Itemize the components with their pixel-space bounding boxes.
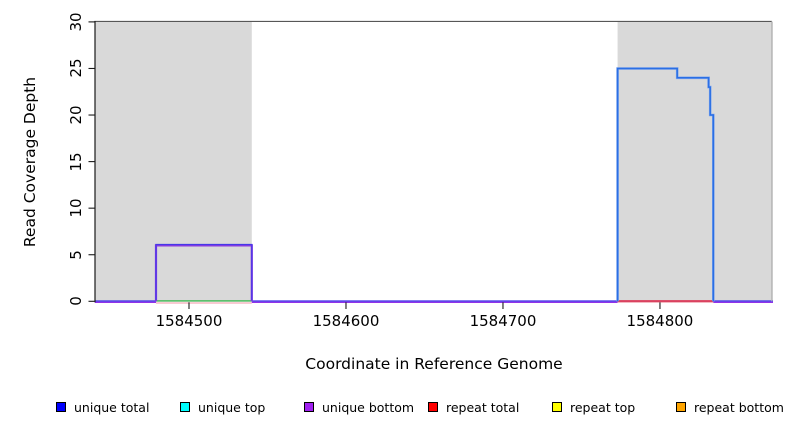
legend-label: unique top [198,399,266,415]
legend-label: unique total [74,399,150,415]
legend-item-unique-total: unique total [56,399,149,415]
legend-item-repeat-bottom: repeat bottom [676,399,784,415]
x-tick-label: 1584700 [469,312,537,330]
legend-swatch-icon [676,402,686,412]
legend-item-repeat-top: repeat top [552,399,635,415]
y-tick-label: 0 [67,296,85,307]
y-axis-title: Read Coverage Depth [21,76,39,248]
y-tick-label: 15 [67,152,85,172]
y-tick-label: 25 [67,58,85,78]
legend-swatch-icon [552,402,562,412]
legend-swatch-icon [304,402,314,412]
legend-swatch-icon [180,402,190,412]
y-tick-label: 5 [67,249,85,260]
legend-label: repeat bottom [694,399,784,415]
x-tick-label: 1584800 [626,312,694,330]
legend-label: repeat total [446,399,520,415]
legend-item-unique-top: unique top [180,399,265,415]
unique-total-step-line-right [616,67,715,302]
x-tick-label: 1584500 [155,312,223,330]
x-axis-title: Coordinate in Reference Genome [305,355,563,373]
y-tick-label: 20 [67,105,85,125]
legend-item-unique-bottom: unique bottom [304,399,414,415]
legend-label: unique bottom [322,399,415,415]
y-tick-label: 30 [67,12,85,32]
shaded-region-left [94,21,252,302]
unique-total-step-line-left [155,243,253,301]
y-tick-label: 10 [67,198,85,218]
shaded-region-right [617,21,773,302]
legend-label: repeat top [570,399,636,415]
legend-swatch-icon [56,402,66,412]
legend-item-repeat-total: repeat total [428,399,519,415]
x-tick-label: 1584600 [312,312,380,330]
legend-swatch-icon [428,402,438,412]
